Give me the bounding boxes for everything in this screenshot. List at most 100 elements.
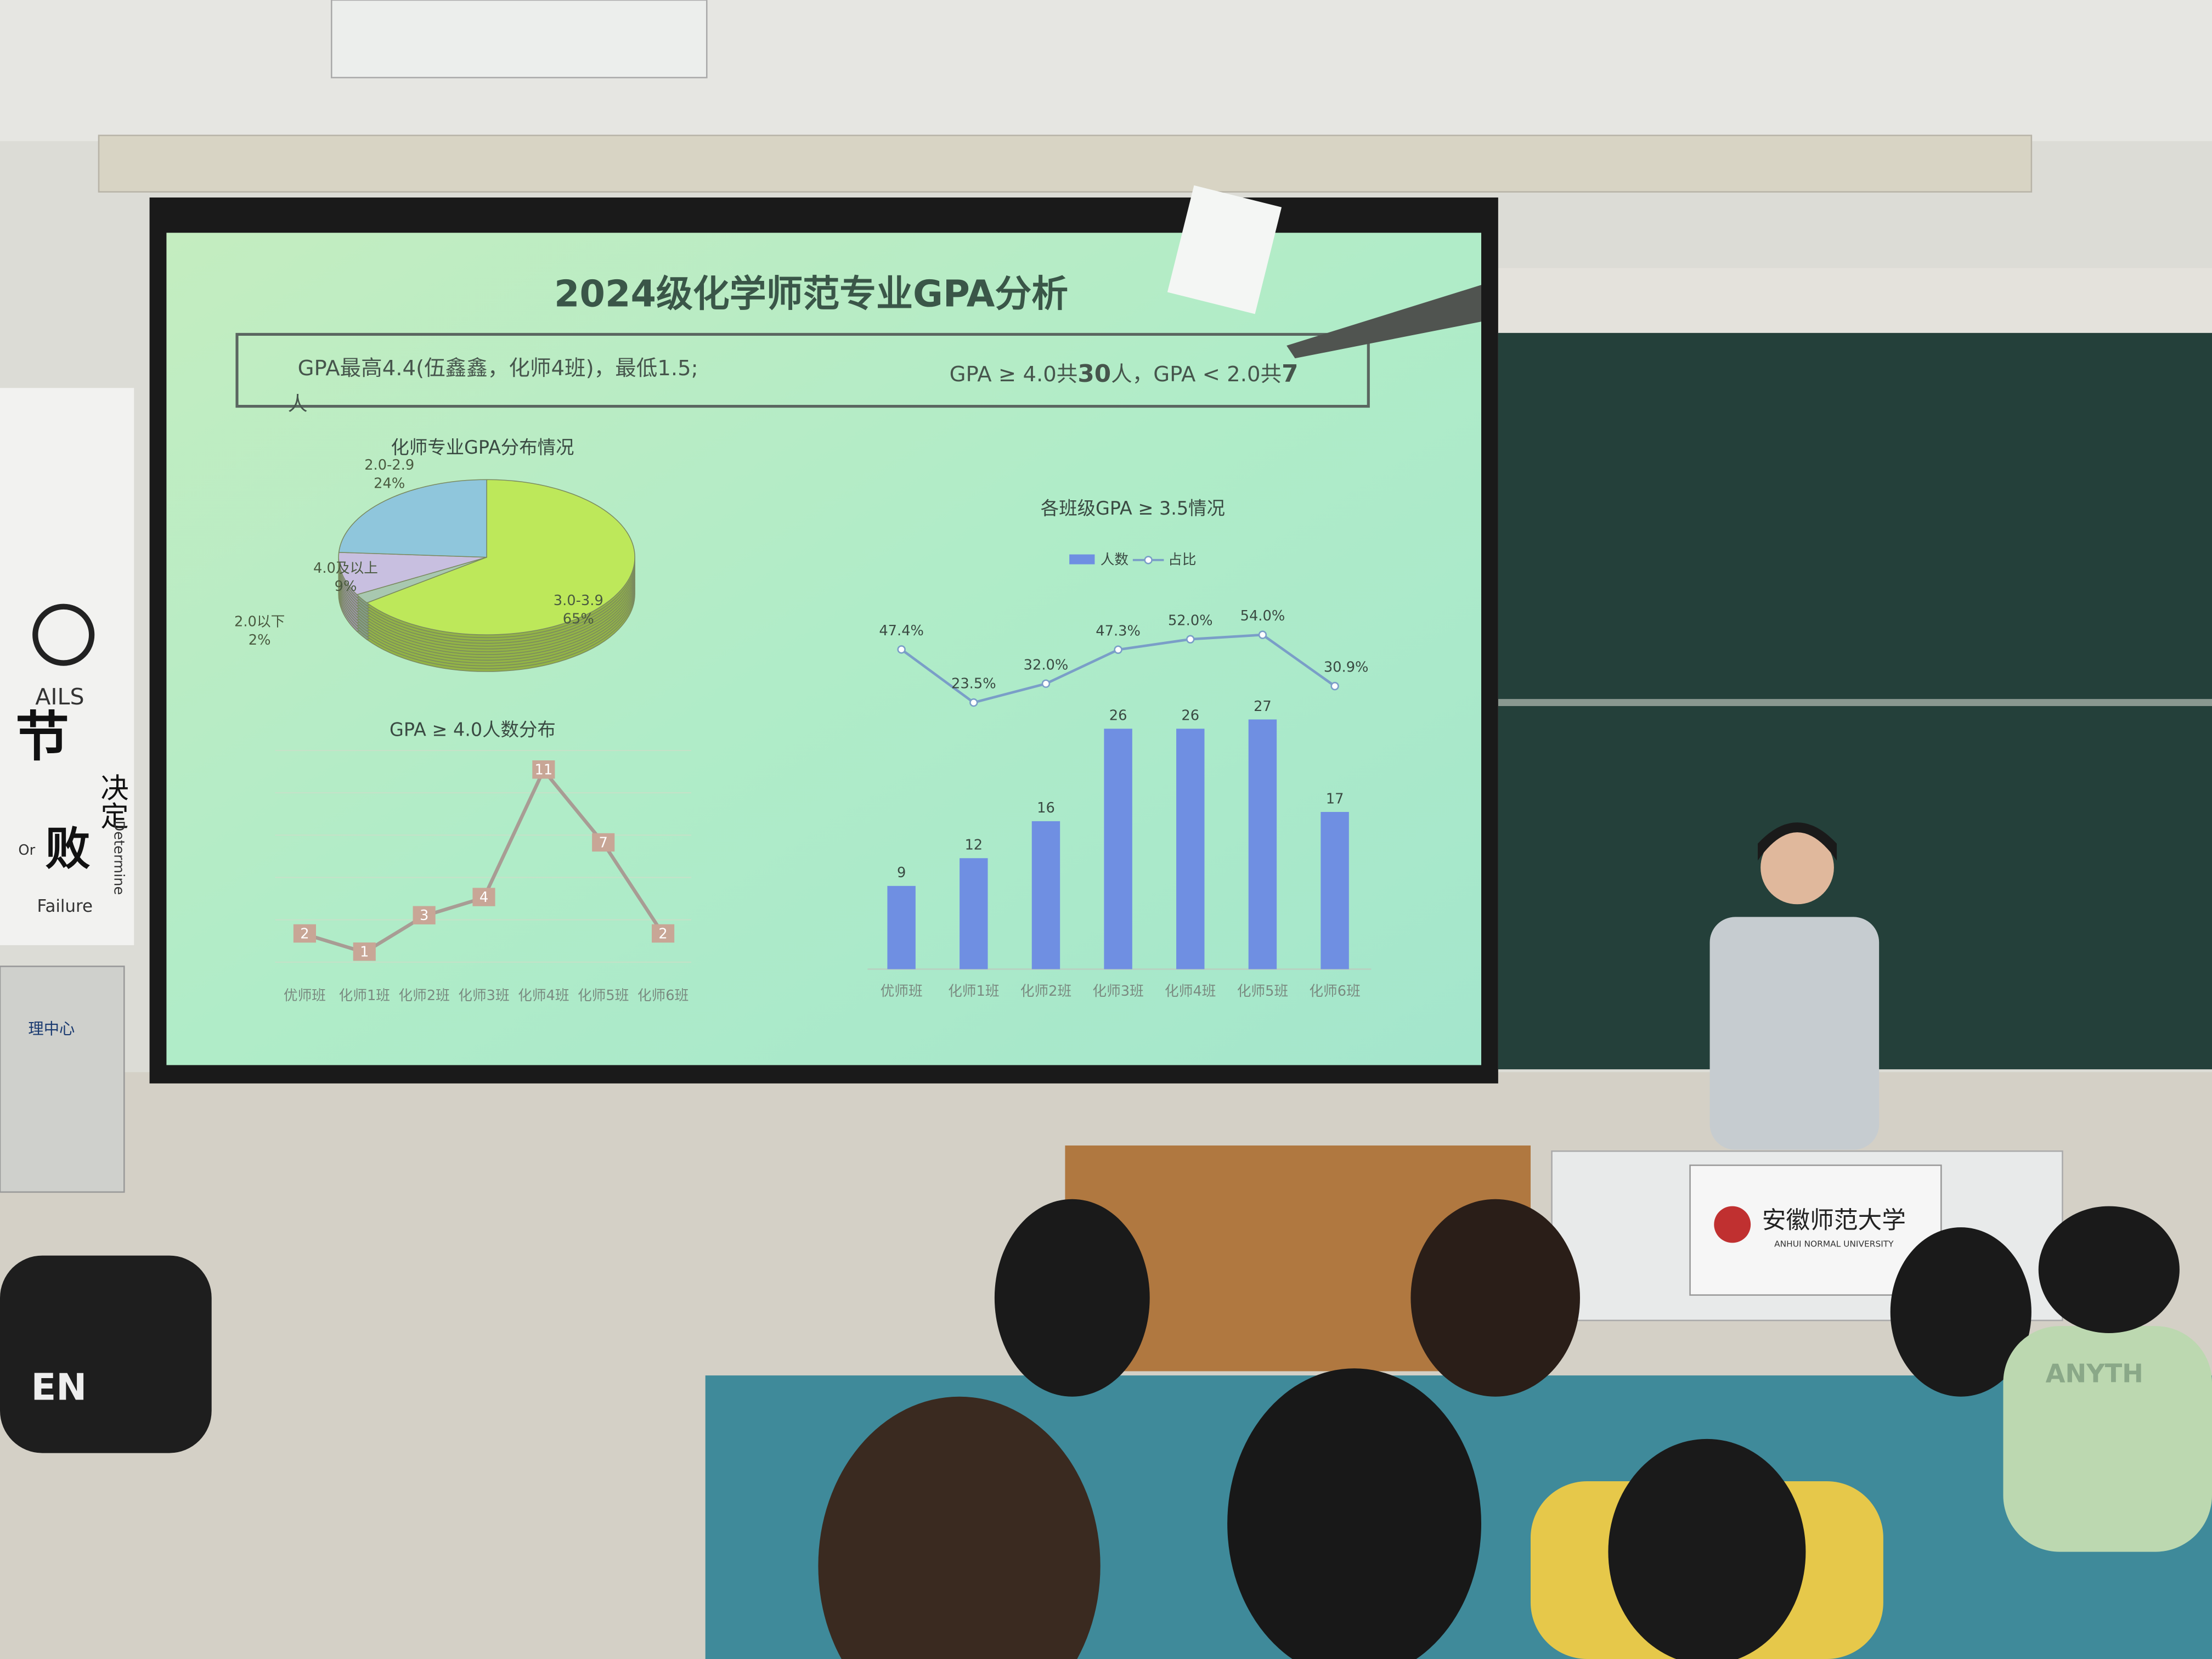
- university-name: 安徽师范大学: [1762, 1206, 1906, 1234]
- summary-part: GPA ≥ 4.0共: [950, 362, 1078, 387]
- cabinet-label: 理中心: [28, 1020, 75, 1038]
- point-label-box: [532, 760, 555, 779]
- line-marker: [1041, 679, 1051, 688]
- fan-blade: [1286, 285, 1481, 359]
- legend-label: 占比: [1168, 551, 1196, 568]
- line-marker: [969, 698, 978, 707]
- x-tick-label: 化师5班: [1237, 983, 1288, 1000]
- bar: [1031, 821, 1060, 969]
- cabinet: [0, 966, 125, 1193]
- rail: [98, 134, 2033, 193]
- point-label-box: [293, 924, 316, 943]
- student: [1608, 1438, 1806, 1659]
- chart-title: 化师专业GPA分布情况: [391, 437, 574, 458]
- x-tick-label: 化师6班: [637, 988, 689, 1004]
- projector: [331, 0, 708, 78]
- summary-box: [235, 332, 1370, 408]
- bar: [887, 885, 916, 969]
- x-tick-label: 化师1班: [948, 983, 999, 1000]
- bar-label: 27: [1254, 698, 1272, 715]
- bar-label: 12: [964, 837, 983, 854]
- line-label: 47.4%: [879, 623, 924, 639]
- point-label: 4: [479, 889, 488, 906]
- bar-label: 9: [897, 865, 906, 881]
- slide-title: 2024级化学师范专业GPA分析: [554, 273, 1068, 315]
- legend-marker: [1144, 556, 1153, 565]
- x-tick-label: 化师2班: [1020, 983, 1071, 1000]
- line-label: 30.9%: [1324, 659, 1369, 676]
- point-label: 2: [658, 926, 667, 942]
- point-label-box: [413, 906, 436, 924]
- pie-value-label: 9%: [335, 578, 357, 595]
- summary-left: GPA最高4.4(伍鑫鑫，化师4班)，最低1.5;: [298, 356, 698, 381]
- student: [1410, 1199, 1580, 1397]
- point-label: 3: [420, 907, 428, 924]
- summary-part: 30: [1077, 360, 1111, 388]
- summary-part: 7: [1282, 360, 1298, 388]
- line-marker: [1258, 630, 1267, 639]
- bar-label: 26: [1181, 708, 1199, 724]
- lamp: [1167, 185, 1282, 314]
- legend-swatch: [1069, 554, 1095, 565]
- poster-icon: [32, 603, 95, 666]
- x-tick-label: 化师4班: [1165, 983, 1216, 1000]
- chart-title: 各班级GPA ≥ 3.5情况: [1041, 498, 1225, 519]
- bar: [1248, 719, 1277, 969]
- summary-wrap: 人: [288, 393, 308, 415]
- shirt-text: EN: [31, 1365, 87, 1408]
- summary-right: GPA ≥ 4.0共30人，GPA < 2.0共7: [950, 360, 1299, 388]
- poster-text: 败: [45, 823, 90, 876]
- line-marker: [1330, 681, 1339, 691]
- student: [0, 1255, 212, 1453]
- pie-label: 2.0-2.9: [364, 457, 414, 473]
- line-marker: [1114, 645, 1122, 654]
- pie-label: 2.0以下: [234, 614, 285, 630]
- x-tick-label: 化师5班: [578, 988, 629, 1004]
- point-label: 1: [360, 944, 369, 960]
- x-tick-label: 化师3班: [458, 988, 509, 1004]
- university-name-en: ANHUI NORMAL UNIVERSITY: [1774, 1239, 1894, 1249]
- line-label: 52.0%: [1168, 612, 1213, 629]
- bar: [1321, 812, 1349, 969]
- line-label: 23.5%: [951, 676, 996, 692]
- pie-slice: [338, 479, 487, 558]
- bar-label: 26: [1109, 708, 1127, 724]
- pie-label: 4.0及以上: [313, 560, 378, 577]
- student: [818, 1396, 1101, 1659]
- pie-slice: [366, 479, 635, 635]
- pie-value-label: 65%: [563, 611, 594, 627]
- student: [2038, 1206, 2180, 1333]
- x-tick-label: 化师3班: [1092, 983, 1143, 1000]
- x-tick-label: 化师4班: [518, 988, 569, 1004]
- poster-text: Failure: [37, 896, 93, 916]
- line-label: 47.3%: [1096, 623, 1141, 639]
- bar-label: 16: [1037, 800, 1055, 816]
- x-tick-label: 化师6班: [1309, 983, 1360, 1000]
- board-top: [1498, 268, 2212, 339]
- speaker-hair: [1758, 822, 1837, 861]
- legend-label: 人数: [1101, 551, 1128, 568]
- x-tick-label: 优师班: [881, 983, 923, 1000]
- student: [1227, 1368, 1481, 1659]
- poster-text: 节: [15, 706, 69, 769]
- poster: [0, 388, 134, 945]
- speaker: [1709, 917, 1880, 1150]
- point-label-box: [353, 942, 376, 961]
- point-label-box: [592, 833, 615, 852]
- x-tick-label: 优师班: [284, 988, 326, 1004]
- poster-text: AILS: [35, 684, 84, 710]
- pie-value-label: 2%: [249, 632, 271, 648]
- poster-text: 决定: [95, 773, 128, 830]
- poster-text: Or: [18, 842, 35, 859]
- point-label: 2: [300, 926, 309, 942]
- pie-label: 3.0-3.9: [554, 592, 603, 609]
- line-marker: [1186, 635, 1195, 644]
- pie-slice: [338, 552, 487, 595]
- line-marker: [897, 645, 906, 654]
- point-label-box: [652, 924, 675, 943]
- university-logo: [1714, 1206, 1751, 1243]
- bar: [1104, 729, 1132, 969]
- bar: [1176, 729, 1205, 969]
